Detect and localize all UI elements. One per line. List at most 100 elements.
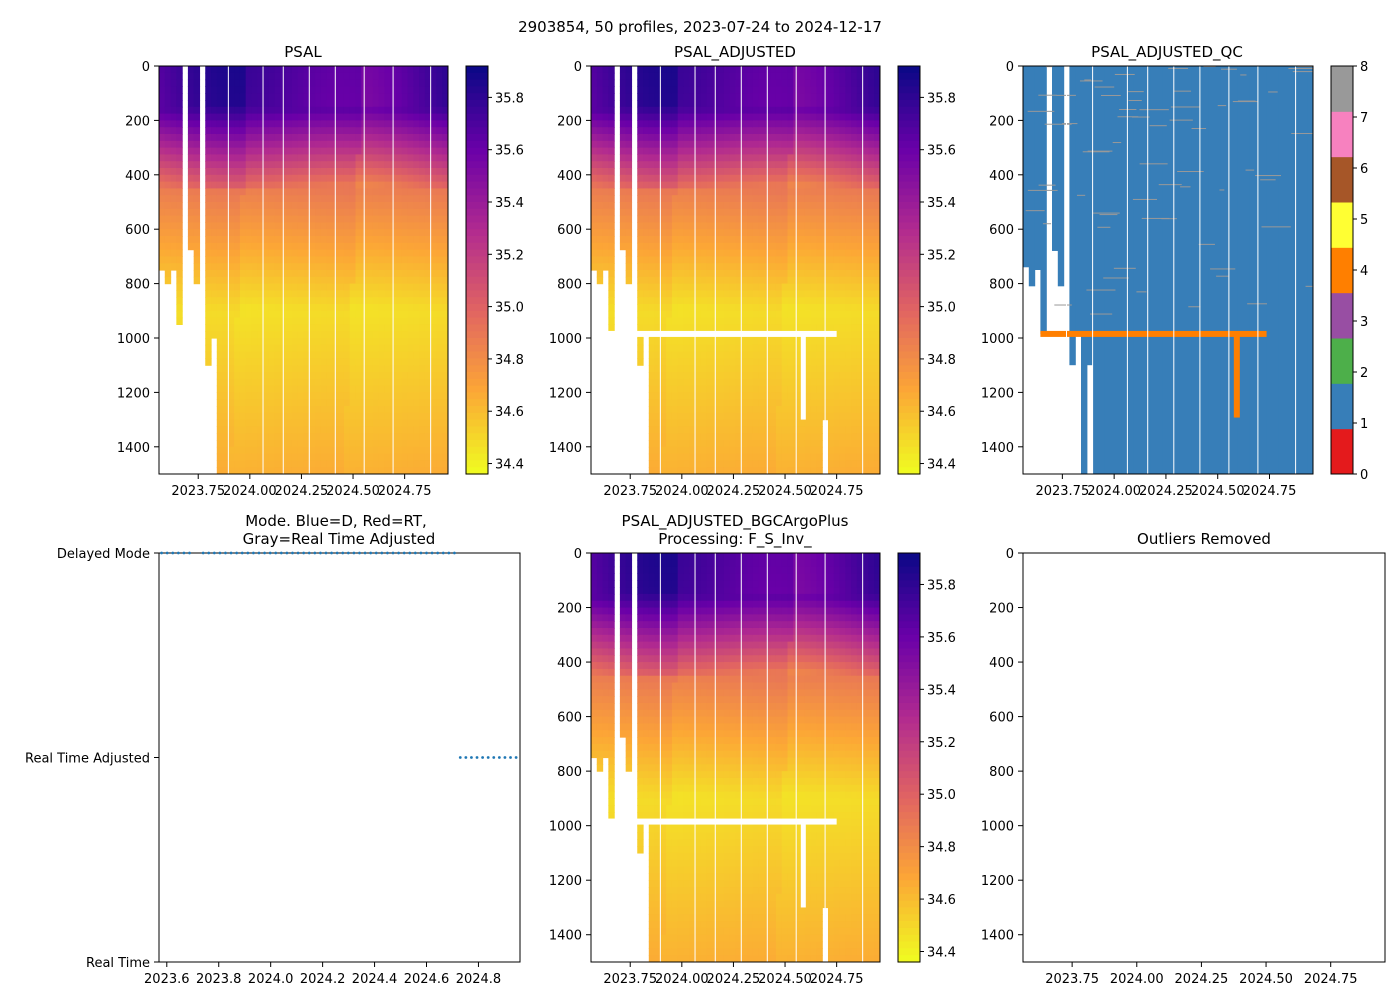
psal_adj-cell xyxy=(660,365,667,373)
psal-cell xyxy=(367,276,374,285)
psal-cell xyxy=(320,242,328,251)
psal_adj-cell xyxy=(741,174,748,183)
psal-cell xyxy=(355,419,362,427)
psal-cell xyxy=(205,229,212,237)
psal-cell xyxy=(430,467,438,474)
psal_adj-cell xyxy=(695,140,702,149)
psal-cell xyxy=(234,154,241,162)
psal-cell xyxy=(315,208,322,217)
psal_adj-cell xyxy=(643,174,650,183)
psal_adj-cell xyxy=(718,93,725,101)
psal-cell xyxy=(442,446,448,455)
psal_adj-cell xyxy=(677,460,685,468)
psal_adj-cell xyxy=(816,324,823,332)
psal-cell xyxy=(395,412,403,421)
psal-cell xyxy=(401,351,409,359)
psal-cell xyxy=(222,467,229,474)
psal-cell xyxy=(320,66,328,74)
psal_adj-cell xyxy=(775,202,783,210)
psal_adj-cell xyxy=(810,304,818,312)
psal-cell xyxy=(384,222,391,230)
psal-cell xyxy=(309,344,316,353)
psal-cell xyxy=(216,79,224,87)
psal-cell xyxy=(424,433,432,441)
psal-cell xyxy=(430,215,438,223)
psal-cell xyxy=(419,263,426,271)
psal-cell xyxy=(274,338,281,346)
psal_adj-cell xyxy=(752,324,760,332)
psal_adj-cell xyxy=(637,154,644,162)
psal_adj-cell xyxy=(596,195,604,203)
psal-cell xyxy=(222,66,229,74)
psal_adj-cell xyxy=(770,385,777,393)
psal_adj-cell xyxy=(723,79,731,87)
psal_adj-cell xyxy=(770,358,777,366)
psal_adj-cell xyxy=(596,100,604,108)
psal_adj-cell xyxy=(723,270,731,278)
psal_adj-cell xyxy=(729,147,737,155)
psal-cell xyxy=(222,147,229,155)
psal-cell xyxy=(286,79,293,87)
psal-cell xyxy=(228,317,235,325)
psal-cell xyxy=(315,195,322,203)
psal-cell xyxy=(216,134,224,142)
psal_adj-cell xyxy=(689,440,696,448)
psal-cell xyxy=(286,236,293,244)
psal-cell xyxy=(407,72,414,81)
psal-cell xyxy=(378,365,386,373)
psal-cell xyxy=(419,66,426,74)
psal-cell xyxy=(222,72,229,81)
psal-cell xyxy=(245,358,253,366)
psal-cell xyxy=(436,127,443,135)
psal-cell xyxy=(320,195,328,203)
psal-cell xyxy=(419,72,426,81)
psal-cell xyxy=(245,276,253,285)
psal_adj-cell xyxy=(660,460,667,468)
psal_adj-cell xyxy=(666,202,673,210)
psal_adj-cell xyxy=(827,351,835,359)
psal_adj-cell xyxy=(591,174,598,183)
psal_adj-cell xyxy=(648,154,656,162)
psal-cell xyxy=(303,276,310,285)
psal_adj-cell xyxy=(648,453,656,461)
psal-cell xyxy=(216,344,224,353)
psal_adj-cell xyxy=(700,324,708,332)
psal_adj-cell xyxy=(602,236,609,244)
psal-cell xyxy=(297,242,305,251)
psal_adj-cell xyxy=(770,127,777,135)
psal-cell xyxy=(257,270,264,278)
psal_adj-cell xyxy=(706,72,713,81)
psal_adj-cell xyxy=(816,446,823,455)
psal-cell xyxy=(222,460,229,468)
psal-cell xyxy=(401,446,409,455)
psal-cell xyxy=(159,236,166,244)
psal_adj-cell xyxy=(677,168,685,176)
psal_adj-cell xyxy=(689,181,696,189)
psal_adj-cell xyxy=(706,324,713,332)
psal_adj-cell xyxy=(677,351,685,359)
psal_adj-cell xyxy=(695,174,702,183)
psal-cell xyxy=(222,113,229,121)
psal-cell xyxy=(216,263,224,271)
psal_adj-cell xyxy=(671,147,679,155)
psal_adj-cell xyxy=(689,134,696,142)
psal_adj-cell xyxy=(735,93,742,101)
psal-cell xyxy=(442,419,448,427)
psal-cell xyxy=(367,127,374,135)
psal_adj-cell xyxy=(596,147,604,155)
psal_adj-cell xyxy=(677,140,685,149)
psal-cell xyxy=(384,181,391,189)
psal_adj-cell xyxy=(741,93,748,101)
psal_adj-cell xyxy=(671,412,679,421)
psal-cell xyxy=(401,229,409,237)
psal-cell xyxy=(343,181,351,189)
psal_adj-cell xyxy=(816,338,823,346)
psal_adj-cell xyxy=(625,161,633,169)
psal-cell xyxy=(424,419,432,427)
psal_adj-cell xyxy=(666,276,673,285)
psal_adj-cell xyxy=(827,412,835,421)
psal_adj-cell xyxy=(827,440,835,448)
psal_adj-cell xyxy=(799,174,806,183)
psal_adj-cell xyxy=(747,440,754,448)
psal-cell xyxy=(193,242,201,251)
